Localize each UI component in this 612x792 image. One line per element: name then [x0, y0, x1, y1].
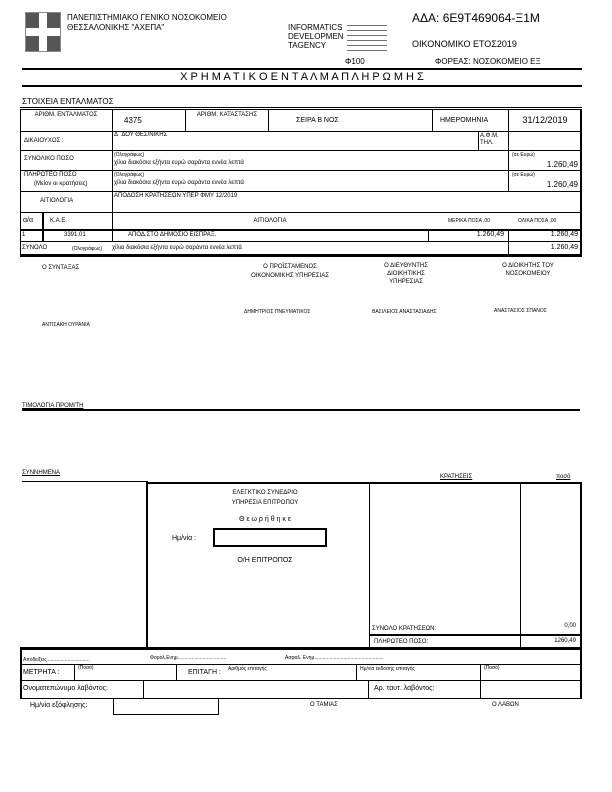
audit-service-label: ΥΠΗΡΕΣΙΑ ΕΠΙΤΡΟΠΟΥ [231, 500, 299, 506]
order-date: 31/12/2019 [522, 115, 568, 125]
total-amount: 1.260,49 [546, 160, 578, 169]
signature-name-governor: ΑΝΑΣΤΑΣΙΟΣ ΣΠΑΝΟΣ [494, 308, 547, 314]
series: ΣΕΙΡΑ Β ΝΟΣ [296, 117, 339, 124]
ada-code: ΑΔΑ: 6Ε9Τ469064-Ξ1Μ [412, 11, 540, 25]
hospital-logo [25, 12, 61, 52]
in-words-label: (Ολογράφως) [114, 172, 145, 178]
net-payable: 1260,49 [554, 638, 576, 644]
signature-name-compiler: ΑΝΤΙΣΑΚΗ ΟΥΡΑΝΙΑ [42, 322, 90, 328]
beneficiary: Δ΄ ΔΟΥ ΘΕΣ/ΝΙΚΗΣ [114, 132, 168, 138]
audit-court-label: ΕΛΕΓΚΤΙΚΟ ΣΥΝΕΔΡΙΟ [232, 490, 298, 496]
beneficiary-label: ΔΙΚΑΙΟΥΧΟΣ : [24, 138, 64, 144]
payable-sub-label: (Μείον οι κρατήσεις) [34, 181, 88, 187]
order-number: 4375 [124, 116, 142, 125]
cashier-label: Ο ΤΑΜΙΑΣ [310, 702, 338, 708]
payable-amount: 1.260,49 [546, 180, 578, 189]
cheque-label: ΕΠΙΤΑΓΗ : [188, 669, 221, 676]
sum-words: χίλια διακόσια εξήντα ευρώ σαράντα εννέα… [112, 245, 242, 251]
payable-label: ΠΛΗΡΩΤΕΟ ΠΟΣΟ [24, 172, 77, 178]
invoices-label: ΤΙΜΟΛΟΓΙΑ ΠΡΟΜ/ΤΗ [22, 403, 84, 409]
status-number-label: ΑΡΙΘΜ. ΚΑΤΑΣΤΑΣΗΣ [196, 112, 258, 118]
row-total: 1.260,49 [550, 231, 578, 238]
org-name-line2: ΘΕΣΣΑΛΟΝΙΚΗΣ "ΑΧΕΠΑ" [67, 23, 165, 32]
payment-date-label: Ημ/νία εξόφλησης: [30, 702, 88, 709]
form-code: Φ100 [345, 57, 365, 66]
signature-role-finance: Ο ΠΡΟΪΣΤΑΜΕΝΟΣ ΟΙΚΟΝΟΜΙΚΗΣ ΥΠΗΡΕΣΙΑΣ [251, 264, 329, 279]
vendor-name: INFORMATICS DEVELOPMEN TAGENCY [288, 23, 344, 50]
col-header-kae: Κ.Α.Ε. [50, 218, 68, 224]
deductions-amount-label: ποσό [556, 474, 571, 480]
row-number: 1 [22, 232, 26, 238]
signature-name-finance: ΔΗΜΗΤΡΙΟΣ ΠΝΕΥΜΑΤΙΚΟΣ [244, 309, 311, 315]
reason: ΑΠΟΔΟΣΗ ΚΡΑΤΗΣΕΩΝ ΥΠΕΡ ΦΜΥ 12/2019 [114, 193, 238, 199]
deductions-label: ΚΡΑΤΗΣΕΙΣ [440, 474, 473, 480]
total-words: χίλια διακόσια εξήντα ευρώ σαράντα εννέα… [114, 160, 244, 166]
org-name-line1: ΠΑΝΕΠΙΣΤΗΜΙΑΚΟ ΓΕΝΙΚΟ ΝΟΣΟΚΟΜΕΙΟ [67, 13, 227, 22]
sum-label: ΣΥΝΟΛΟ [22, 245, 48, 251]
signature-role-governor: Ο ΔΙΟΙΚΗΤΗΣ ΤΟΥ ΝΟΣΟΚΟΜΕΙΟΥ [502, 263, 554, 277]
col-header-aa: α/α [23, 217, 34, 224]
row-kae: 3391.01 [64, 232, 86, 238]
audit-date-label: Ημ/νία : [172, 535, 197, 542]
payment-box [20, 649, 582, 699]
date-label: ΗΜΕΡΟΜΗΝΙΑ [440, 117, 489, 124]
attachments-label: ΣΥΝΝΗΜΕΝΑ [22, 470, 61, 476]
receipts-field: Αποδείξεις..............................… [23, 657, 90, 663]
signature-role-admin: Ο ΔΙΕΥΘΥΝΤΗΣ ΔΙΟΙΚΗΤΙΚΗΣ ΥΠΗΡΕΣΙΑΣ [384, 263, 428, 285]
in-euro-label: (σε Ευρώ) [512, 172, 535, 178]
col-header-reason: ΑΙΤΙΟΛΟΓΙΑ [253, 218, 287, 224]
fiscal-year: ΟΙΚΟΝΟΜΙΚΟ ΕΤΟΣ2019 [412, 39, 517, 49]
deductions-total: 0,00 [564, 623, 576, 629]
signature-role-compiler: Ο ΣΥΝΤΑΞΑΣ [42, 265, 80, 271]
sum-words-label: (Ολογράφως) [72, 246, 103, 252]
approved-label: Θ ε ω ρ ή θ η κ ε [239, 516, 291, 523]
in-words-label: (Ολογράφως) [114, 152, 145, 158]
audit-date-field[interactable] [213, 528, 327, 547]
vendor-fineprint [347, 23, 387, 55]
net-payable-label: ΠΛΗΡΩΤΕΟ ΠΟΣΟ: [374, 639, 429, 645]
receiver-id-label: Αρ. ταυτ. λαβόντος: [374, 685, 435, 692]
col-header-total: ΟΛΙΚΑ ΠΟΣΑ ,00 [518, 218, 557, 224]
deductions-total-label: ΣΥΝΟΛΟ ΚΡΑΤΗΣΕΩΝ: [372, 626, 437, 632]
cheque-date-label: Ημ/νία έκδοσης επιταγής [360, 666, 415, 672]
cash-amount-label: (Ποσό) [78, 665, 94, 671]
foreas: ΦΟΡΕΑΣ: ΝΟΣΟΚΟΜΕΙΟ ΕΞ [435, 57, 541, 66]
receiver-label: Ο ΛΑΒΩΝ [492, 702, 519, 708]
afm-label: Α.Φ.Μ. ΤΗΛ. [480, 133, 499, 146]
commissioner-label: Ο/Η ΕΠΙΤΡΟΠΟΣ [237, 557, 293, 564]
cheque-amount-label: (Ποσό) [484, 665, 500, 671]
in-euro-label: (σε Ευρώ) [512, 152, 535, 158]
audit-deductions-box [146, 482, 582, 649]
payment-date-field[interactable] [113, 698, 219, 715]
cash-label: ΜΕΤΡΗΤΑ : [23, 669, 60, 676]
order-table [20, 109, 582, 255]
total-label: ΣΥΝΟΛΙΚΟ ΠΟΣΟ [24, 156, 74, 162]
row-partial: 1.260,49 [476, 231, 504, 238]
signature-name-admin: ΒΑΣΙΛΕΙΟΣ ΑΝΑΣΤΑΣΙΑΔΗΣ [372, 309, 437, 315]
row-description: ΑΠΟΔ.ΣΤΟ ΔΗΜΟΣΙΟ ΕΙΣΠΡΑΞ. [128, 232, 217, 238]
document-title: Χ Ρ Η Μ Α Τ Ι Κ Ο Ε Ν Τ Α Λ Μ Α Π Λ Η Ρ … [180, 71, 424, 83]
tax-clearance-field: Φορολ.Ενημ..............................… [150, 655, 227, 661]
order-number-label: ΑΡΙΘΜ. ΕΝΤΑΛΜΑΤΟΣ [34, 112, 98, 118]
insurance-clearance-field: Ασφαλ. Ενημ.............................… [285, 655, 384, 661]
col-header-partial: ΜΕΡΙΚΑ ΠΟΣΑ ,00 [448, 218, 490, 224]
receiver-name-label: Ονοματεπώνυμο λαβόντος: [23, 685, 108, 692]
payable-words: χίλια διακόσια εξήντα ευρώ σαράντα εννέα… [114, 180, 244, 186]
reason-label: ΑΙΤΙΟΛΟΓΙΑ [40, 198, 74, 204]
cheque-number-label: Αριθμός επιταγής [228, 666, 267, 672]
sum-amount: 1.260,49 [550, 244, 578, 251]
section-title: ΣΤΟΙΧΕΙΑ ΕΝΤΑΛΜΑΤΟΣ [22, 97, 114, 106]
